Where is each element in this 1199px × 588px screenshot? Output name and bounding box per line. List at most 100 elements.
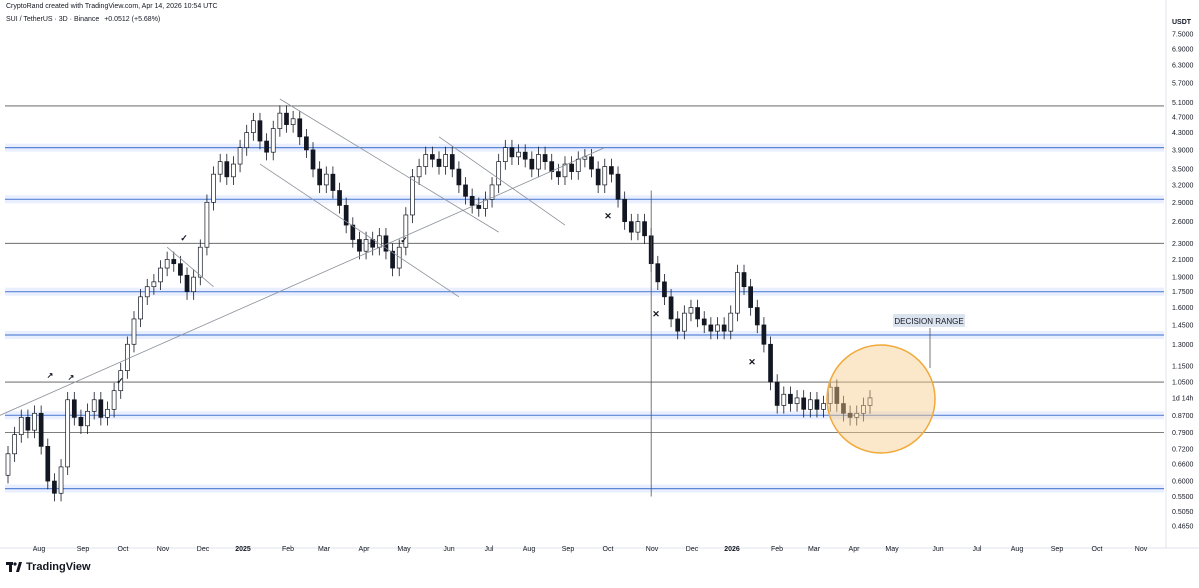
candle-body-25 (171, 259, 177, 265)
candle-body-40 (270, 128, 276, 153)
candle-body-91 (609, 166, 614, 175)
candle-body-20 (138, 296, 143, 320)
candle-body-41 (277, 112, 283, 129)
y-tick-label-27: 0.5500 (1172, 494, 1194, 501)
candle-body-8 (58, 466, 64, 494)
chart-credit: CryptoRand created with TradingView.com,… (6, 3, 218, 10)
candle-body-23 (158, 267, 163, 283)
y-tick-label-1: 6.9000 (1172, 46, 1194, 53)
candle-body-65 (436, 158, 442, 167)
x-tick-label-7: Mar (318, 546, 331, 553)
candle-body-36 (244, 132, 250, 149)
y-tick-label-4: 5.1000 (1172, 100, 1194, 107)
x-tick-label-2: Oct (118, 546, 129, 553)
candle-body-16 (111, 390, 117, 410)
x-tick-label-21: May (885, 546, 899, 553)
y-tick-label-0: 7.5000 (1172, 32, 1194, 39)
candle-body-81 (542, 154, 548, 162)
candle-body-113 (754, 307, 760, 326)
candle-body-51 (343, 205, 349, 226)
symbol-info: SUI / TetherUS · 3D · Binance +0.0512 (+… (6, 16, 160, 23)
candle-body-50 (337, 190, 342, 206)
candle-body-116 (774, 381, 780, 406)
y-tick-label-16: 1.6000 (1172, 305, 1194, 312)
y-tick-label-5: 4.7000 (1172, 114, 1194, 121)
y-tick-label-9: 3.2000 (1172, 182, 1194, 189)
y-tick-label-21: 1d 14h (1172, 395, 1194, 402)
candle-body-9 (65, 399, 71, 468)
y-tick-label-24: 0.7200 (1172, 446, 1194, 453)
candle-body-38 (257, 120, 263, 142)
y-tick-label-19: 1.1500 (1172, 363, 1194, 370)
cross-icon-2: ✕ (652, 309, 660, 319)
y-tick-label-2: 6.3000 (1172, 63, 1194, 70)
candle-body-1 (12, 434, 17, 455)
tradingview-brand[interactable]: TradingView (6, 561, 91, 573)
candle-body-48 (323, 173, 329, 186)
candle-body-45 (304, 136, 309, 151)
candle-body-127 (847, 412, 853, 418)
x-tick-label-18: Feb (771, 546, 783, 553)
decision-range-circle (826, 344, 936, 454)
candle-body-82 (549, 161, 555, 172)
candle-body-56 (376, 235, 382, 248)
candle-body-26 (178, 263, 183, 276)
candle-body-53 (357, 239, 362, 252)
brand-name: TradingView (26, 561, 91, 573)
candle-body-64 (430, 154, 435, 160)
candle-body-49 (330, 173, 336, 191)
candle-body-80 (536, 154, 541, 170)
y-tick-label-6: 4.3000 (1172, 130, 1194, 137)
candle-body-59 (396, 246, 402, 269)
y-tick-label-17: 1.4500 (1172, 322, 1194, 329)
candle-body-114 (761, 324, 767, 345)
y-tick-label-28: 0.5050 (1172, 509, 1194, 516)
cross-icon-1: ✕ (604, 211, 612, 221)
candle-body-44 (297, 118, 303, 138)
candle-body-18 (125, 343, 130, 371)
candle-body-122 (814, 399, 820, 410)
candle-body-47 (317, 168, 322, 186)
candle-body-110 (735, 272, 740, 314)
candle-body-124 (827, 386, 833, 404)
x-tick-label-13: Sep (562, 546, 575, 553)
symbol-line: SUI / TetherUS · 3D · Binance (6, 16, 100, 23)
candle-body-125 (834, 386, 840, 404)
candle-body-129 (861, 405, 866, 414)
candle-body-103 (688, 307, 694, 314)
candle-body-95 (635, 221, 641, 233)
candle-body-5 (38, 412, 44, 447)
candle-body-96 (642, 221, 647, 237)
candle-body-54 (363, 239, 369, 252)
candle-body-15 (105, 408, 110, 418)
candle-body-75 (502, 147, 508, 162)
candle-body-99 (662, 281, 667, 298)
candle-body-105 (701, 318, 707, 326)
candle-body-68 (456, 168, 462, 186)
candle-body-35 (237, 147, 243, 165)
check-icon-3: ✓ (400, 235, 408, 245)
cross-icon-3: ✕ (748, 357, 756, 367)
candle-body-74 (496, 161, 502, 186)
candle-body-12 (85, 410, 90, 427)
x-tick-label-9: May (397, 546, 411, 553)
x-tick-label-20: Apr (849, 546, 861, 553)
tradingview-logo-icon (6, 562, 22, 572)
y-tick-label-7: 3.9000 (1172, 147, 1194, 154)
x-tick-label-17: 2026 (724, 546, 740, 553)
candle-body-33 (224, 161, 230, 178)
candle-body-79 (529, 158, 535, 170)
candle-body-98 (655, 263, 661, 283)
candle-body-104 (695, 307, 700, 320)
y-tick-label-14: 1.9000 (1172, 275, 1194, 282)
candle-body-92 (615, 173, 621, 200)
candle-body-66 (443, 154, 448, 167)
x-tick-label-1: Sep (77, 546, 90, 553)
y-tick-label-29: 0.4650 (1172, 524, 1194, 531)
y-tick-label-25: 0.6600 (1172, 462, 1194, 469)
y-tick-label-22: 0.8700 (1172, 413, 1194, 420)
x-tick-label-8: Apr (359, 546, 371, 553)
candle-body-93 (622, 198, 628, 222)
